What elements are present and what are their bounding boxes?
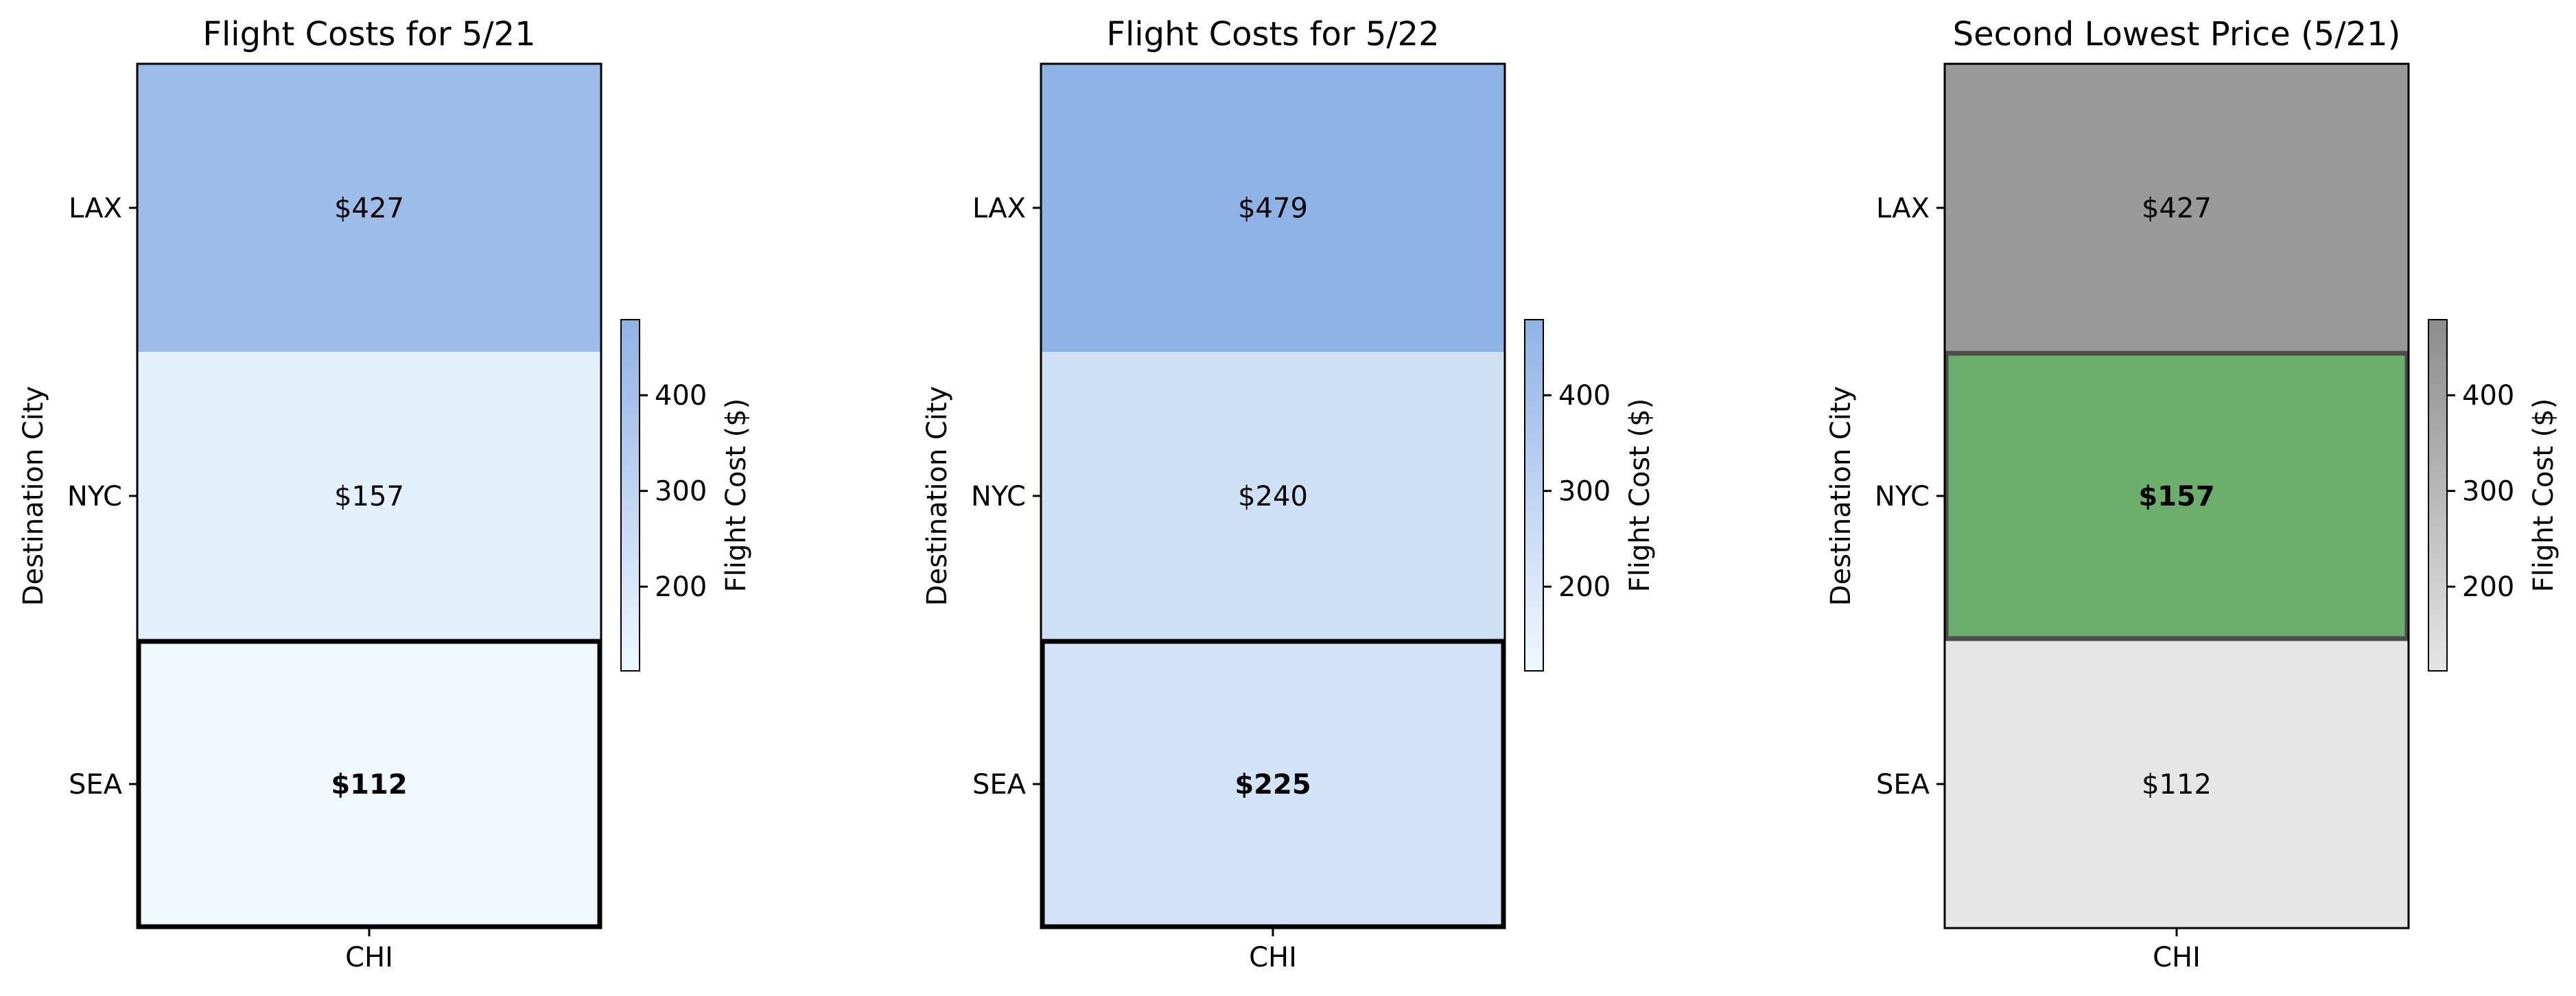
y-tick-label: NYC [1875,481,1930,512]
heatmap-cell-sea [1041,640,1505,928]
colorbar-tick-label: 400 [2462,380,2514,412]
heatmap-panel-2: $479 $240 $225 LAX NYC SEA CHI Flight Costs for… [922,15,1656,973]
cell-value-label: $157 [334,481,404,512]
colorbar-label: Flight Cost ($) [2528,399,2560,593]
colorbar [2428,319,2448,672]
colorbar [620,319,640,672]
heatmap-panel-3: $427 $157 $112 LAX NYC SEA CHI Second Lowest Pr… [1825,15,2560,973]
highlight-border [1040,639,1506,929]
colorbar-tick-label: 300 [655,476,707,508]
colorbar-tick-label: 200 [655,571,707,603]
colorbar-label: Flight Cost ($) [721,399,752,593]
chart-title: Flight Costs for 5/21 [202,15,535,54]
cell-value-label: $479 [1238,193,1308,224]
y-tick-label: NYC [67,481,122,512]
chart-title: Second Lowest Price (5/21) [1953,15,2401,54]
y-axis-label: Destination City [922,386,953,606]
heatmap-cell-nyc [1945,352,2409,640]
cell-value-label: $225 [1234,769,1311,801]
cell-value-label: $157 [2138,481,2214,512]
y-tick-label: LAX [69,193,122,224]
x-tick-label: CHI [1249,942,1297,973]
colorbar-tick-label: 200 [2462,571,2514,603]
colorbar-label: Flight Cost ($) [1624,399,1656,593]
cell-value-label: $427 [2142,193,2212,224]
colorbar-tick-label: 200 [1558,571,1611,603]
y-axis-label: Destination City [1825,386,1857,606]
cell-value-label: $112 [331,769,407,801]
y-tick-label: LAX [972,193,1026,224]
cell-value-label: $427 [334,193,404,224]
heatmap-cell-lax [137,64,601,352]
cell-value-label: $240 [1238,481,1308,512]
heatmap-cell-nyc [1041,352,1505,640]
cell-value-label: $112 [2142,769,2212,801]
x-tick-label: CHI [345,942,393,973]
y-tick-label: SEA [1876,769,1930,801]
colorbar [1524,319,1544,672]
x-tick-label: CHI [2153,942,2201,973]
y-axis-label: Destination City [18,386,49,606]
colorbar-tick-label: 300 [1558,476,1611,508]
heatmap-cell-nyc [137,352,601,640]
heatmap-cell-sea [137,640,601,928]
highlight-border [136,639,602,929]
chart-title: Flight Costs for 5/22 [1106,15,1439,54]
heatmap-cell-lax [1041,64,1505,352]
highlight-border [1943,351,2410,641]
y-tick-label: SEA [972,769,1027,801]
y-tick-label: NYC [971,481,1026,512]
heatmap-panel-1: $427 $157 $112 LAX NYC SEA CHI Flight Costs for… [18,15,752,973]
colorbar-tick-label: 400 [655,380,707,412]
heatmap-cell-sea [1945,640,2409,928]
heatmap-cell-lax [1945,64,2409,352]
y-tick-label: LAX [1876,193,1930,224]
colorbar-tick-label: 300 [2462,476,2514,508]
colorbar-tick-label: 400 [1558,380,1611,412]
y-tick-label: SEA [69,769,123,801]
